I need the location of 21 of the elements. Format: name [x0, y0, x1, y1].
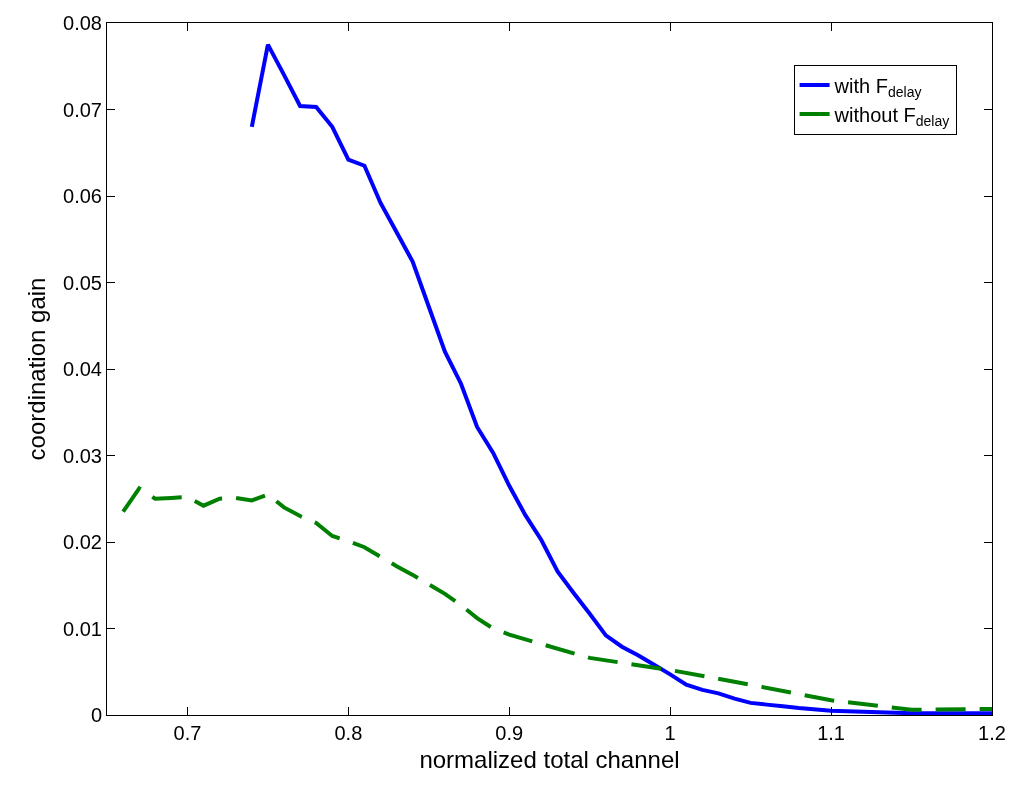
line-series — [249, 42, 992, 715]
y-tick-label: 0.06 — [63, 185, 102, 207]
x-tick-label: 0.9 — [495, 722, 524, 744]
x-tick-label: 1.2 — [978, 722, 1006, 744]
legend-label: without F$_{delay}$ — [833, 103, 950, 130]
legend-label: with F$_{delay}$ — [833, 74, 922, 101]
y-tick-label: 0.05 — [63, 271, 102, 294]
y-tick-label: 0 — [90, 704, 102, 726]
x-tick-label: 1.1 — [817, 722, 845, 744]
y-tick-label: 0.08 — [63, 12, 102, 34]
x-tick-label: 0.7 — [173, 722, 202, 744]
x-axis-title: normalized total channel — [419, 746, 680, 774]
y-tick-label: 0.03 — [63, 444, 102, 467]
x-tick-label: 0.8 — [334, 722, 363, 744]
line-series — [121, 486, 992, 712]
y-tick-label: 0.01 — [63, 617, 102, 640]
y-tick-label: 0.04 — [63, 358, 102, 380]
y-axis-title: coordination gain — [23, 277, 51, 461]
y-tick-label: 0.07 — [63, 98, 102, 121]
x-tick-label: 1 — [664, 722, 676, 744]
y-tick-label: 0.02 — [63, 531, 102, 553]
